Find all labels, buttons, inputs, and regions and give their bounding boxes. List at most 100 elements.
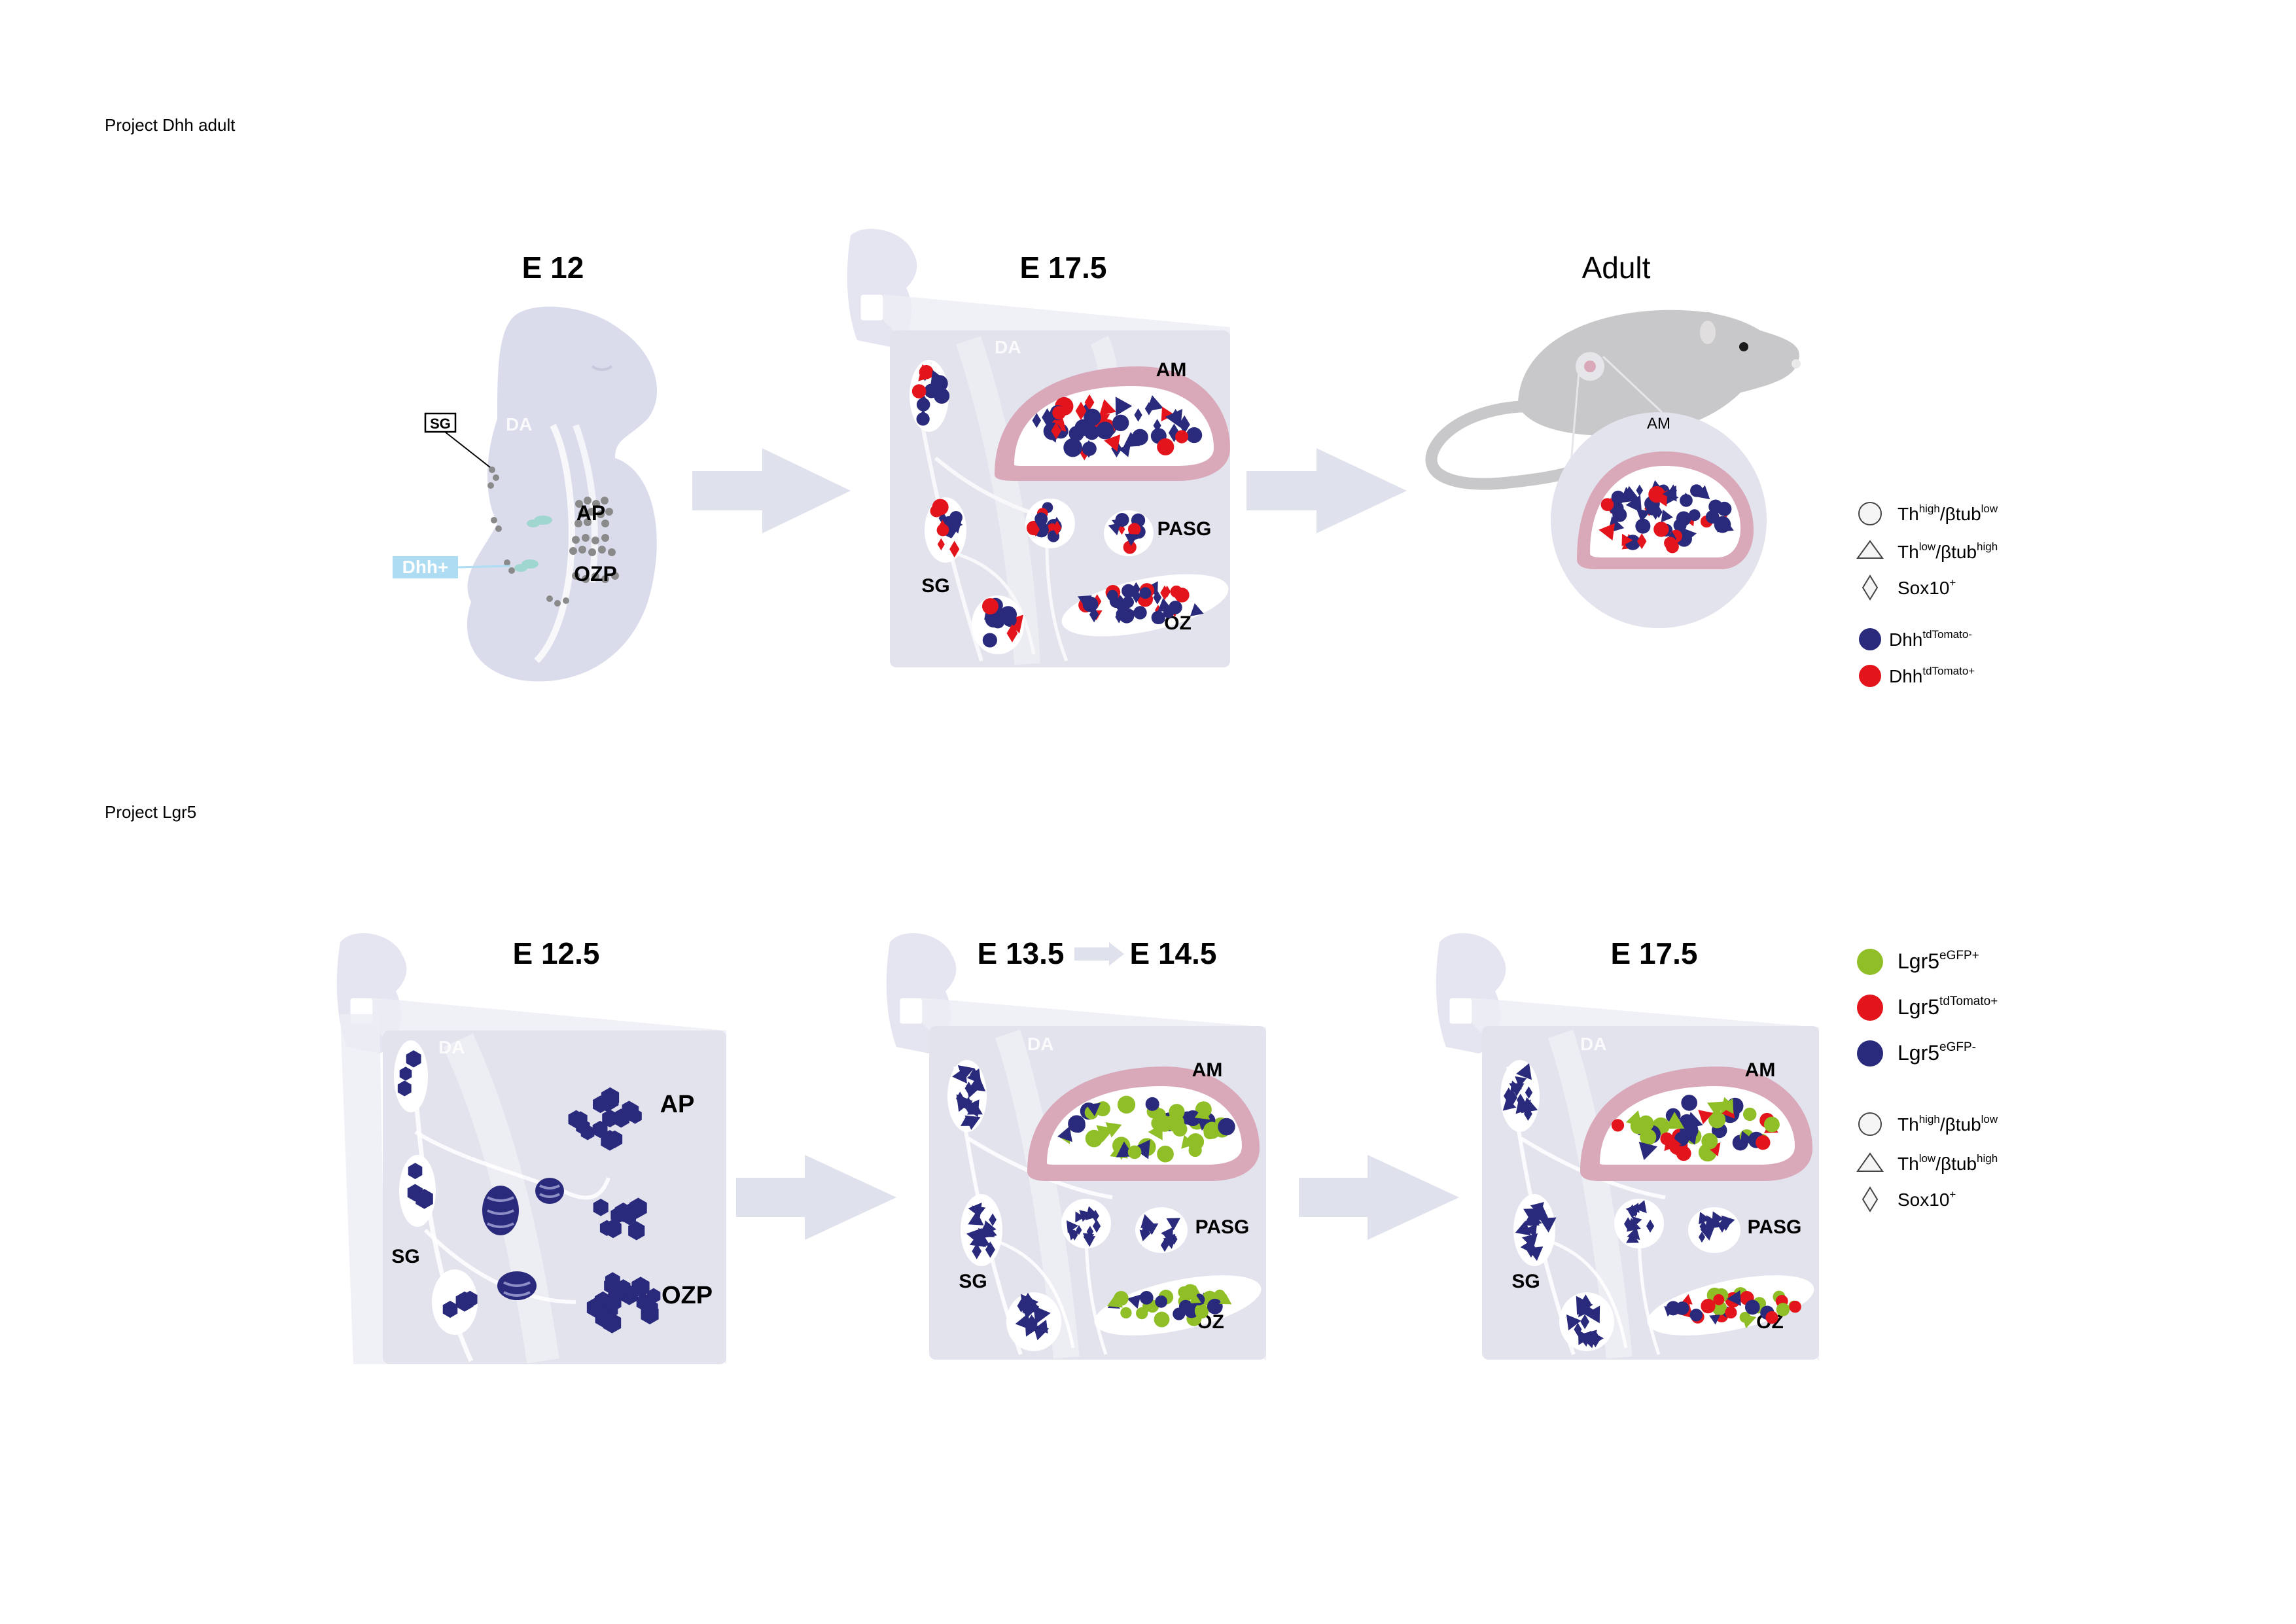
dhh-legend-shape-3: Sox10+ [1898,576,1956,598]
cell-glyph [1756,1135,1771,1150]
e12-sg-label: SG [430,415,451,432]
project-label-dhh: Project Dhh adult [105,115,236,135]
e12-embryo-silhouette [467,306,658,682]
cell-glyph [1698,1110,1714,1125]
cell-glyph [972,1243,982,1260]
cell-glyph [1525,1224,1538,1237]
cell-glyph [1034,1319,1048,1334]
cell-glyph [956,1094,973,1112]
cell-glyph [1525,1086,1533,1099]
cell-glyph [1717,501,1732,516]
cell-glyph [1638,1141,1658,1161]
cell-glyph [1636,508,1651,523]
cell-glyph [938,511,947,525]
cell-glyph [1636,533,1647,550]
cell-glyph [1580,1314,1589,1330]
lgr5-legend-shape-1: Thhigh/βtublow [1898,1113,1998,1135]
cell-glyph [612,1108,629,1128]
cell-glyph [1157,438,1174,455]
lgr5-e125-sg-label: SG [391,1246,419,1267]
cell-glyph [1646,1219,1655,1233]
cell-glyph [930,370,945,385]
cell-glyph [968,1211,984,1226]
lgr5-e175-am-label: AM [1745,1059,1776,1081]
cell-glyph [1157,597,1173,612]
cell-glyph [1611,1119,1625,1132]
lgr5-e135-pasg-label: PASG [1195,1216,1250,1238]
legend-triangle-outline-icon [1856,1152,1884,1172]
mouse-tail [1425,400,1602,490]
e12-panel: E 12 DA SG AP OZP Dhh [393,251,658,682]
cell-glyph [1178,415,1190,434]
cell-glyph [1085,1129,1103,1148]
cell-glyph [1589,1330,1604,1347]
lgr5-e125-ozp-label: OZP [662,1282,713,1309]
cell-glyph [1739,1131,1755,1147]
cell-glyph [1665,540,1679,554]
cell-glyph [1174,588,1190,603]
cell-glyph [1139,1229,1152,1242]
cell-glyph [1127,523,1141,536]
cell-glyph [1765,1311,1778,1324]
cell-glyph [1194,1105,1210,1120]
lgr5-e175-panel: E 17.5 DA AM SG PASG OZ [1436,933,1819,1361]
cell-glyph [1214,1289,1226,1301]
cell-glyph [1744,1299,1760,1315]
cell-glyph [631,1277,650,1297]
cell-glyph [1096,421,1114,440]
dhh-legend-shape-1: Thhigh/βtublow [1898,503,1998,524]
cell-glyph [1648,485,1665,503]
arrow-e12-to-e175 [692,448,851,533]
lgr5-e125-da-label: DA [438,1037,465,1057]
e12-grey-cells [487,467,619,607]
cell-glyph [1701,1133,1718,1150]
lgr5-e135-cells [952,1065,1235,1341]
cell-glyph [1721,1215,1735,1229]
cell-glyph [948,520,962,534]
e12-sg-box [424,412,457,433]
e12-nerve-fibers [514,516,552,572]
cell-glyph [1032,413,1042,428]
cell-glyph [1029,1316,1038,1332]
cell-glyph [1186,427,1203,444]
cell-glyph [1706,1101,1725,1118]
cell-glyph [1151,610,1165,624]
cell-glyph [1085,1206,1100,1221]
cell-glyph [1086,1226,1094,1238]
lgr5-legend-color-2: Lgr5tdTomato+ [1898,995,1998,1019]
legend-red-dot-icon [1859,665,1881,687]
dhh-e175-cells [911,364,1204,648]
small-arrow-icon [1074,942,1124,966]
cell-glyph [1219,1293,1232,1305]
cell-glyph [981,598,998,615]
legend-diamond-outline-icon [1862,1186,1879,1212]
cell-glyph [610,1207,626,1224]
cell-glyph [968,1202,982,1218]
dhh-e175-am-label: AM [1156,359,1187,381]
cell-glyph [1155,1295,1168,1308]
cell-glyph [1084,394,1095,411]
cell-glyph [1157,1145,1174,1163]
cell-glyph [1681,1095,1697,1111]
cell-glyph [924,383,939,398]
cell-glyph [964,1115,981,1130]
cell-glyph [1161,406,1174,422]
cell-glyph [957,1065,974,1081]
cell-glyph [599,1220,614,1237]
cell-glyph [1636,484,1644,497]
cell-glyph [1114,1291,1129,1306]
cell-glyph [1634,1200,1647,1214]
cell-glyph [1708,1111,1726,1129]
cell-glyph [1127,1145,1142,1159]
cell-glyph [586,1297,605,1318]
cell-glyph [1145,1097,1159,1111]
cell-glyph [644,1299,658,1316]
cell-glyph [1523,1106,1532,1121]
cell-glyph [916,398,930,412]
dhh-e175-da-label: DA [995,337,1021,357]
cell-glyph [985,1241,995,1258]
cell-glyph [1502,1097,1517,1111]
cell-glyph [1612,504,1627,519]
cell-glyph [1127,1294,1141,1309]
cell-glyph [1169,600,1182,614]
